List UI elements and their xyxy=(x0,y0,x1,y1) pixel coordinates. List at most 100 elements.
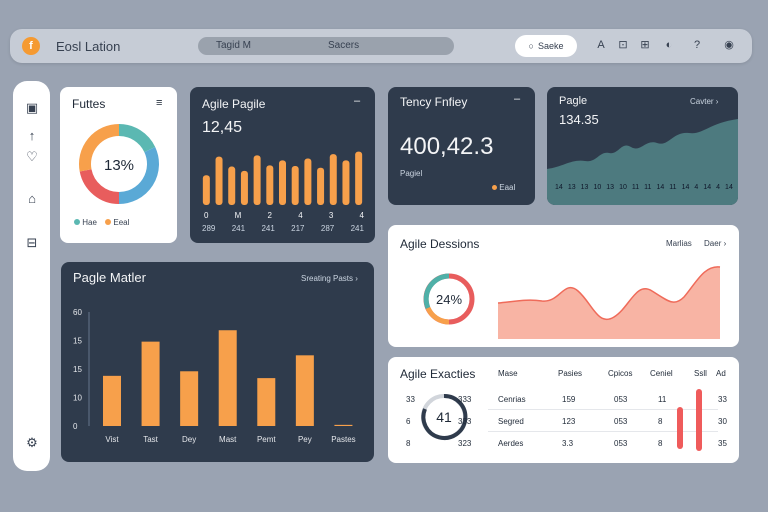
cell: 333 xyxy=(458,395,472,404)
cell: Segred xyxy=(498,417,524,426)
pagle-matler-link[interactable]: Sreating Pasts › xyxy=(301,274,358,283)
x-label: 13 xyxy=(567,184,576,191)
x-label: 14 xyxy=(725,184,733,191)
agile-dessions-area-chart xyxy=(498,266,721,339)
agile-dessions-links[interactable]: Marlias Daer › xyxy=(666,239,727,248)
pagle-matler-link-label: Sreating Pasts xyxy=(301,274,354,283)
app-logo-icon: f xyxy=(22,37,40,55)
sidebar: ▣ ↑ ♡ ⌂ ⊟ ⚙ xyxy=(13,81,50,471)
cell: 053 xyxy=(614,395,628,404)
x-label: 11 xyxy=(631,184,640,191)
bar xyxy=(202,175,210,205)
collapse-icon[interactable]: – xyxy=(514,93,521,105)
dashboard-icon[interactable]: ▣ xyxy=(25,100,39,115)
menu-icon[interactable]: ≡ xyxy=(156,97,163,109)
search-left-text: Tagid M xyxy=(216,40,252,51)
agile-dessions-donut: 24% xyxy=(423,273,475,325)
profile-icon[interactable]: ◉ xyxy=(724,39,734,51)
red-bar-indicator xyxy=(696,389,702,451)
search-icon: ○ xyxy=(528,41,534,51)
donut-ring-orange xyxy=(425,306,450,325)
x-tick-label: Vist xyxy=(105,435,119,444)
col-header: Cpicos xyxy=(608,369,633,378)
x-label: 4 xyxy=(298,211,303,220)
col-header: Pasies xyxy=(558,369,583,378)
theme-icon[interactable]: ◐ xyxy=(665,39,673,51)
cell: 3.3 xyxy=(562,439,574,448)
x-label: 287 xyxy=(320,224,335,233)
top-bar: f Eosl Lation Tagid M Sacers ○ Saeke A ⊡… xyxy=(10,29,752,63)
col-header: Ssll xyxy=(694,369,707,378)
bar xyxy=(266,165,274,205)
heart-icon[interactable]: ♡ xyxy=(26,149,38,164)
agile-pagile-bar-chart xyxy=(202,151,363,205)
cell: 33 xyxy=(718,395,727,404)
pagle-link[interactable]: Cavter › xyxy=(690,97,719,106)
x-label: 241 xyxy=(231,224,246,233)
tency-title: Tency Fnfiey xyxy=(400,95,468,109)
agile-dessions-card: Agile Dessions Marlias Daer › 24% xyxy=(388,225,739,347)
agile-dessions-line xyxy=(498,266,721,320)
folder-icon[interactable]: ⊡ xyxy=(618,39,628,51)
bar xyxy=(257,378,276,426)
collapse-icon[interactable]: – xyxy=(354,95,361,107)
cell: 159 xyxy=(562,395,576,404)
document-icon[interactable]: ⊞ xyxy=(640,39,650,51)
x-tick-label: Mast xyxy=(219,435,237,444)
bar xyxy=(342,160,350,205)
y-tick-label: 15 xyxy=(73,337,82,346)
pagle-card: Pagle Cavter › 134.35 14 13 13 10 13 10 … xyxy=(547,87,738,205)
cell: 8 xyxy=(658,439,663,448)
donut-ring-teal xyxy=(423,273,450,309)
cell: 33 xyxy=(406,395,415,404)
bar xyxy=(180,371,199,426)
search-input[interactable]: Tagid M Sacers xyxy=(198,37,454,55)
y-tick-label: 10 xyxy=(73,394,82,403)
font-icon[interactable]: A xyxy=(597,39,605,51)
bar xyxy=(228,166,236,205)
home-icon[interactable]: ⌂ xyxy=(28,191,36,206)
agile-pagile-title: Agile Pagile xyxy=(202,97,266,111)
futes-card: Futtes ≡ 13% Hae Eeal xyxy=(60,87,177,243)
futes-legend-1: Hae xyxy=(82,218,97,227)
cell: 123 xyxy=(562,417,576,426)
x-label: 2 xyxy=(267,211,272,220)
donut-slice xyxy=(79,168,120,204)
tency-card: Tency Fnfiey – 400,42.3 Pagiel Eaal xyxy=(388,87,535,205)
search-right-text: Sacers xyxy=(328,40,360,51)
y-tick-label: 0 xyxy=(73,422,78,431)
donut-slice xyxy=(79,124,120,172)
x-tick-label: Pey xyxy=(298,435,312,444)
bar xyxy=(141,341,160,426)
bar xyxy=(218,330,237,426)
x-tick-label: Tast xyxy=(143,435,158,444)
arrow-up-icon[interactable]: ↑ xyxy=(28,128,36,143)
agile-dessions-link1: Marlias xyxy=(666,239,692,248)
x-label: 4 xyxy=(694,184,699,191)
row-divider xyxy=(488,431,718,432)
donut-slice xyxy=(118,124,156,153)
x-tick-label: Pastes xyxy=(331,435,355,444)
bar xyxy=(334,424,353,426)
search-button[interactable]: ○ Saeke xyxy=(515,35,577,57)
x-label: 0 xyxy=(204,211,209,220)
y-tick-label: 15 xyxy=(73,365,82,374)
bar xyxy=(215,156,223,205)
x-label: 13 xyxy=(580,184,589,191)
x-label: 4 xyxy=(359,211,364,220)
agile-exacties-title: Agile Exacties xyxy=(400,367,476,381)
tency-legend: Eaal xyxy=(492,183,515,192)
cell: 8 xyxy=(658,417,663,426)
settings-icon[interactable]: ⚙ xyxy=(26,435,38,450)
x-label: 241 xyxy=(350,224,364,233)
x-tick-label: Pemt xyxy=(257,435,276,444)
x-label: 241 xyxy=(261,224,275,233)
storage-icon[interactable]: ⊟ xyxy=(26,235,38,250)
bar xyxy=(103,375,121,426)
help-icon[interactable]: ? xyxy=(693,39,701,51)
bar xyxy=(295,355,314,426)
x-label: 14 xyxy=(681,184,690,191)
gauge-arc xyxy=(421,393,468,440)
legend-dot-icon xyxy=(492,185,497,190)
agile-pagile-x-bottom: 289 241 241 217 287 241 xyxy=(202,224,364,233)
